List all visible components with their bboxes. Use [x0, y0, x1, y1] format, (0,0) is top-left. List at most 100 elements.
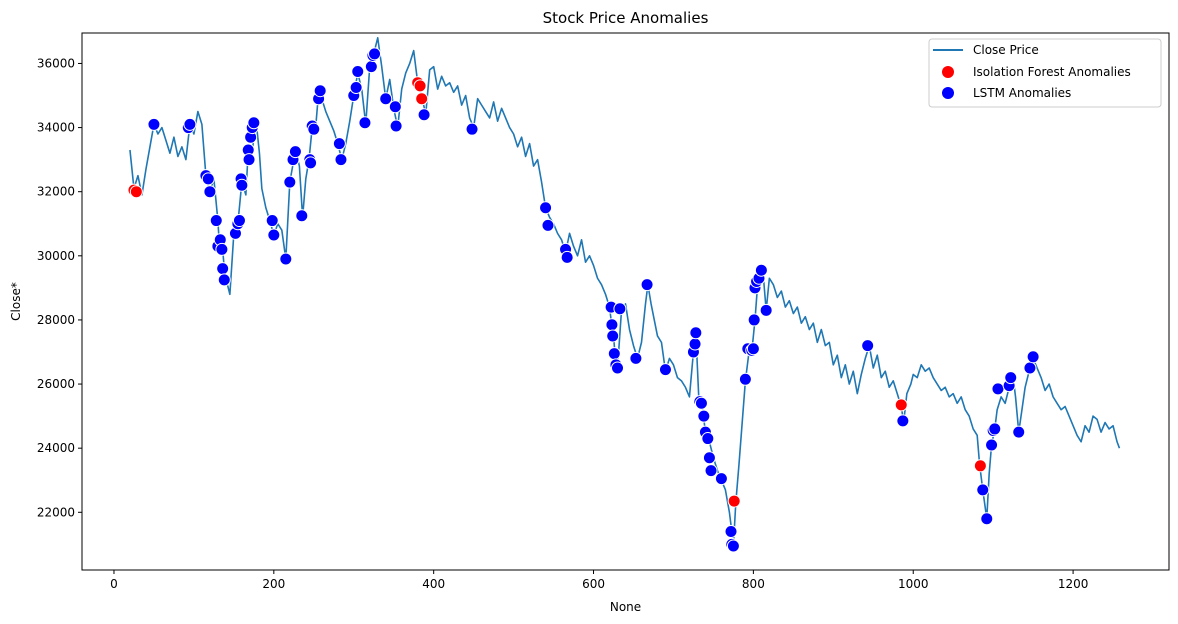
- lstm-anomaly-point: [465, 122, 479, 136]
- y-tick-label: 24000: [37, 441, 75, 455]
- lstm-anomaly-point: [242, 153, 256, 167]
- y-axis: 22000 24000 26000 28000 30000 32000 34000 36000: [37, 56, 82, 519]
- lstm-anomaly-point: [389, 119, 403, 133]
- lstm-anomaly-point: [689, 326, 703, 340]
- lstm-anomaly-point: [209, 214, 223, 228]
- lstm-anomaly-point: [613, 302, 627, 316]
- legend-isolation-forest-label: Isolation Forest Anomalies: [973, 65, 1131, 79]
- lstm-anomaly-point: [697, 409, 711, 423]
- x-tick-label: 200: [262, 577, 285, 591]
- lstm-anomaly-point: [232, 214, 246, 228]
- lstm-anomaly-point: [247, 116, 261, 130]
- x-tick-label: 600: [582, 577, 605, 591]
- lstm-anomaly-point: [539, 201, 553, 215]
- lstm-anomaly-point: [629, 351, 643, 365]
- lstm-anomaly-point: [217, 273, 231, 287]
- lstm-anomaly-point: [746, 342, 760, 356]
- lstm-anomaly-point: [702, 451, 716, 465]
- lstm-anomaly-point: [896, 414, 910, 428]
- lstm-anomaly-point: [726, 539, 740, 553]
- isolation-forest-anomaly-point: [727, 494, 741, 508]
- chart-title: Stock Price Anomalies: [543, 9, 709, 27]
- axes-frame: [81, 32, 1170, 571]
- x-tick-label: 0: [110, 577, 118, 591]
- legend: Close Price Isolation Forest Anomalies L…: [928, 38, 1162, 108]
- lstm-anomaly-point: [417, 108, 431, 122]
- anomaly-markers-layer: [127, 47, 1040, 553]
- lstm-anomaly-point: [754, 263, 768, 277]
- lstm-anomaly-point: [605, 318, 619, 332]
- lstm-anomaly-point: [738, 372, 752, 386]
- close-price-line: [129, 37, 1121, 547]
- legend-lstm-label: LSTM Anomalies: [973, 86, 1071, 100]
- lstm-anomaly-point: [985, 438, 999, 452]
- legend-box: [928, 38, 1162, 108]
- lstm-anomaly-point: [701, 432, 715, 446]
- lstm-anomaly-point: [307, 122, 321, 136]
- x-tick-label: 1200: [1058, 577, 1089, 591]
- lstm-anomaly-point: [606, 329, 620, 343]
- y-tick-label: 34000: [37, 121, 75, 135]
- lstm-anomaly-point: [283, 175, 297, 189]
- lstm-anomaly-point: [658, 363, 672, 377]
- lstm-anomaly-point: [607, 347, 621, 361]
- x-axis: 0 200 400 600 800 1000 1200: [110, 570, 1088, 591]
- lstm-anomaly-point: [1026, 350, 1040, 364]
- lstm-anomaly-point: [1012, 425, 1026, 439]
- y-tick-label: 22000: [37, 505, 75, 519]
- lstm-anomaly-point: [747, 313, 761, 327]
- lstm-anomaly-point: [358, 116, 372, 130]
- plot-area: [127, 37, 1121, 553]
- lstm-anomaly-point: [334, 153, 348, 167]
- lstm-anomaly-point: [288, 145, 302, 159]
- lstm-anomaly-point: [560, 250, 574, 264]
- lstm-anomaly-point: [724, 525, 738, 539]
- lstm-anomaly-point: [313, 84, 327, 98]
- lstm-anomaly-point: [714, 472, 728, 486]
- lstm-anomaly-point: [267, 228, 281, 242]
- lstm-anomaly-point: [203, 185, 217, 199]
- lstm-anomaly-point: [332, 137, 346, 151]
- x-tick-label: 400: [422, 577, 445, 591]
- y-axis-label: Close*: [9, 282, 23, 321]
- lstm-anomaly-point: [351, 64, 365, 78]
- lstm-anomaly-point: [640, 278, 654, 292]
- lstm-anomaly-point: [235, 178, 249, 192]
- lstm-anomaly-point: [183, 117, 197, 131]
- y-tick-label: 30000: [37, 249, 75, 263]
- lstm-anomaly-point: [304, 156, 318, 170]
- lstm-anomaly-point: [976, 483, 990, 497]
- lstm-anomaly-point: [215, 242, 229, 256]
- lstm-anomaly-point: [379, 92, 393, 106]
- lstm-anomaly-point: [349, 81, 363, 95]
- lstm-anomaly-point: [1004, 371, 1018, 385]
- lstm-anomaly-point: [988, 422, 1002, 436]
- lstm-anomaly-point: [1023, 361, 1037, 375]
- isolation-forest-anomaly-point: [415, 92, 429, 106]
- lstm-anomaly-point: [611, 361, 625, 375]
- lstm-anomaly-point: [295, 209, 309, 223]
- lstm-anomaly-point: [265, 214, 279, 228]
- legend-isolation-forest-swatch: [942, 66, 954, 78]
- lstm-anomaly-point: [541, 218, 555, 232]
- lstm-anomaly-point: [980, 512, 994, 526]
- close-price-line-layer: [129, 37, 1121, 547]
- y-tick-label: 26000: [37, 377, 75, 391]
- y-tick-label: 32000: [37, 185, 75, 199]
- isolation-forest-anomaly-point: [973, 459, 987, 473]
- lstm-anomaly-point: [147, 117, 161, 131]
- x-tick-label: 800: [742, 577, 765, 591]
- y-tick-label: 36000: [37, 56, 75, 70]
- lstm-anomaly-point: [279, 252, 293, 266]
- legend-lstm-swatch: [942, 87, 954, 99]
- lstm-anomaly-point: [861, 339, 875, 353]
- lstm-anomaly-point: [388, 100, 402, 114]
- lstm-anomaly-point: [991, 382, 1005, 396]
- isolation-forest-anomaly-point: [413, 79, 427, 93]
- isolation-forest-anomaly-point: [894, 398, 908, 412]
- isolation-forest-anomaly-point: [129, 185, 143, 199]
- x-tick-label: 1000: [898, 577, 929, 591]
- lstm-anomaly-point: [216, 262, 230, 276]
- lstm-anomaly-point: [368, 47, 382, 61]
- lstm-anomaly-point: [364, 60, 378, 74]
